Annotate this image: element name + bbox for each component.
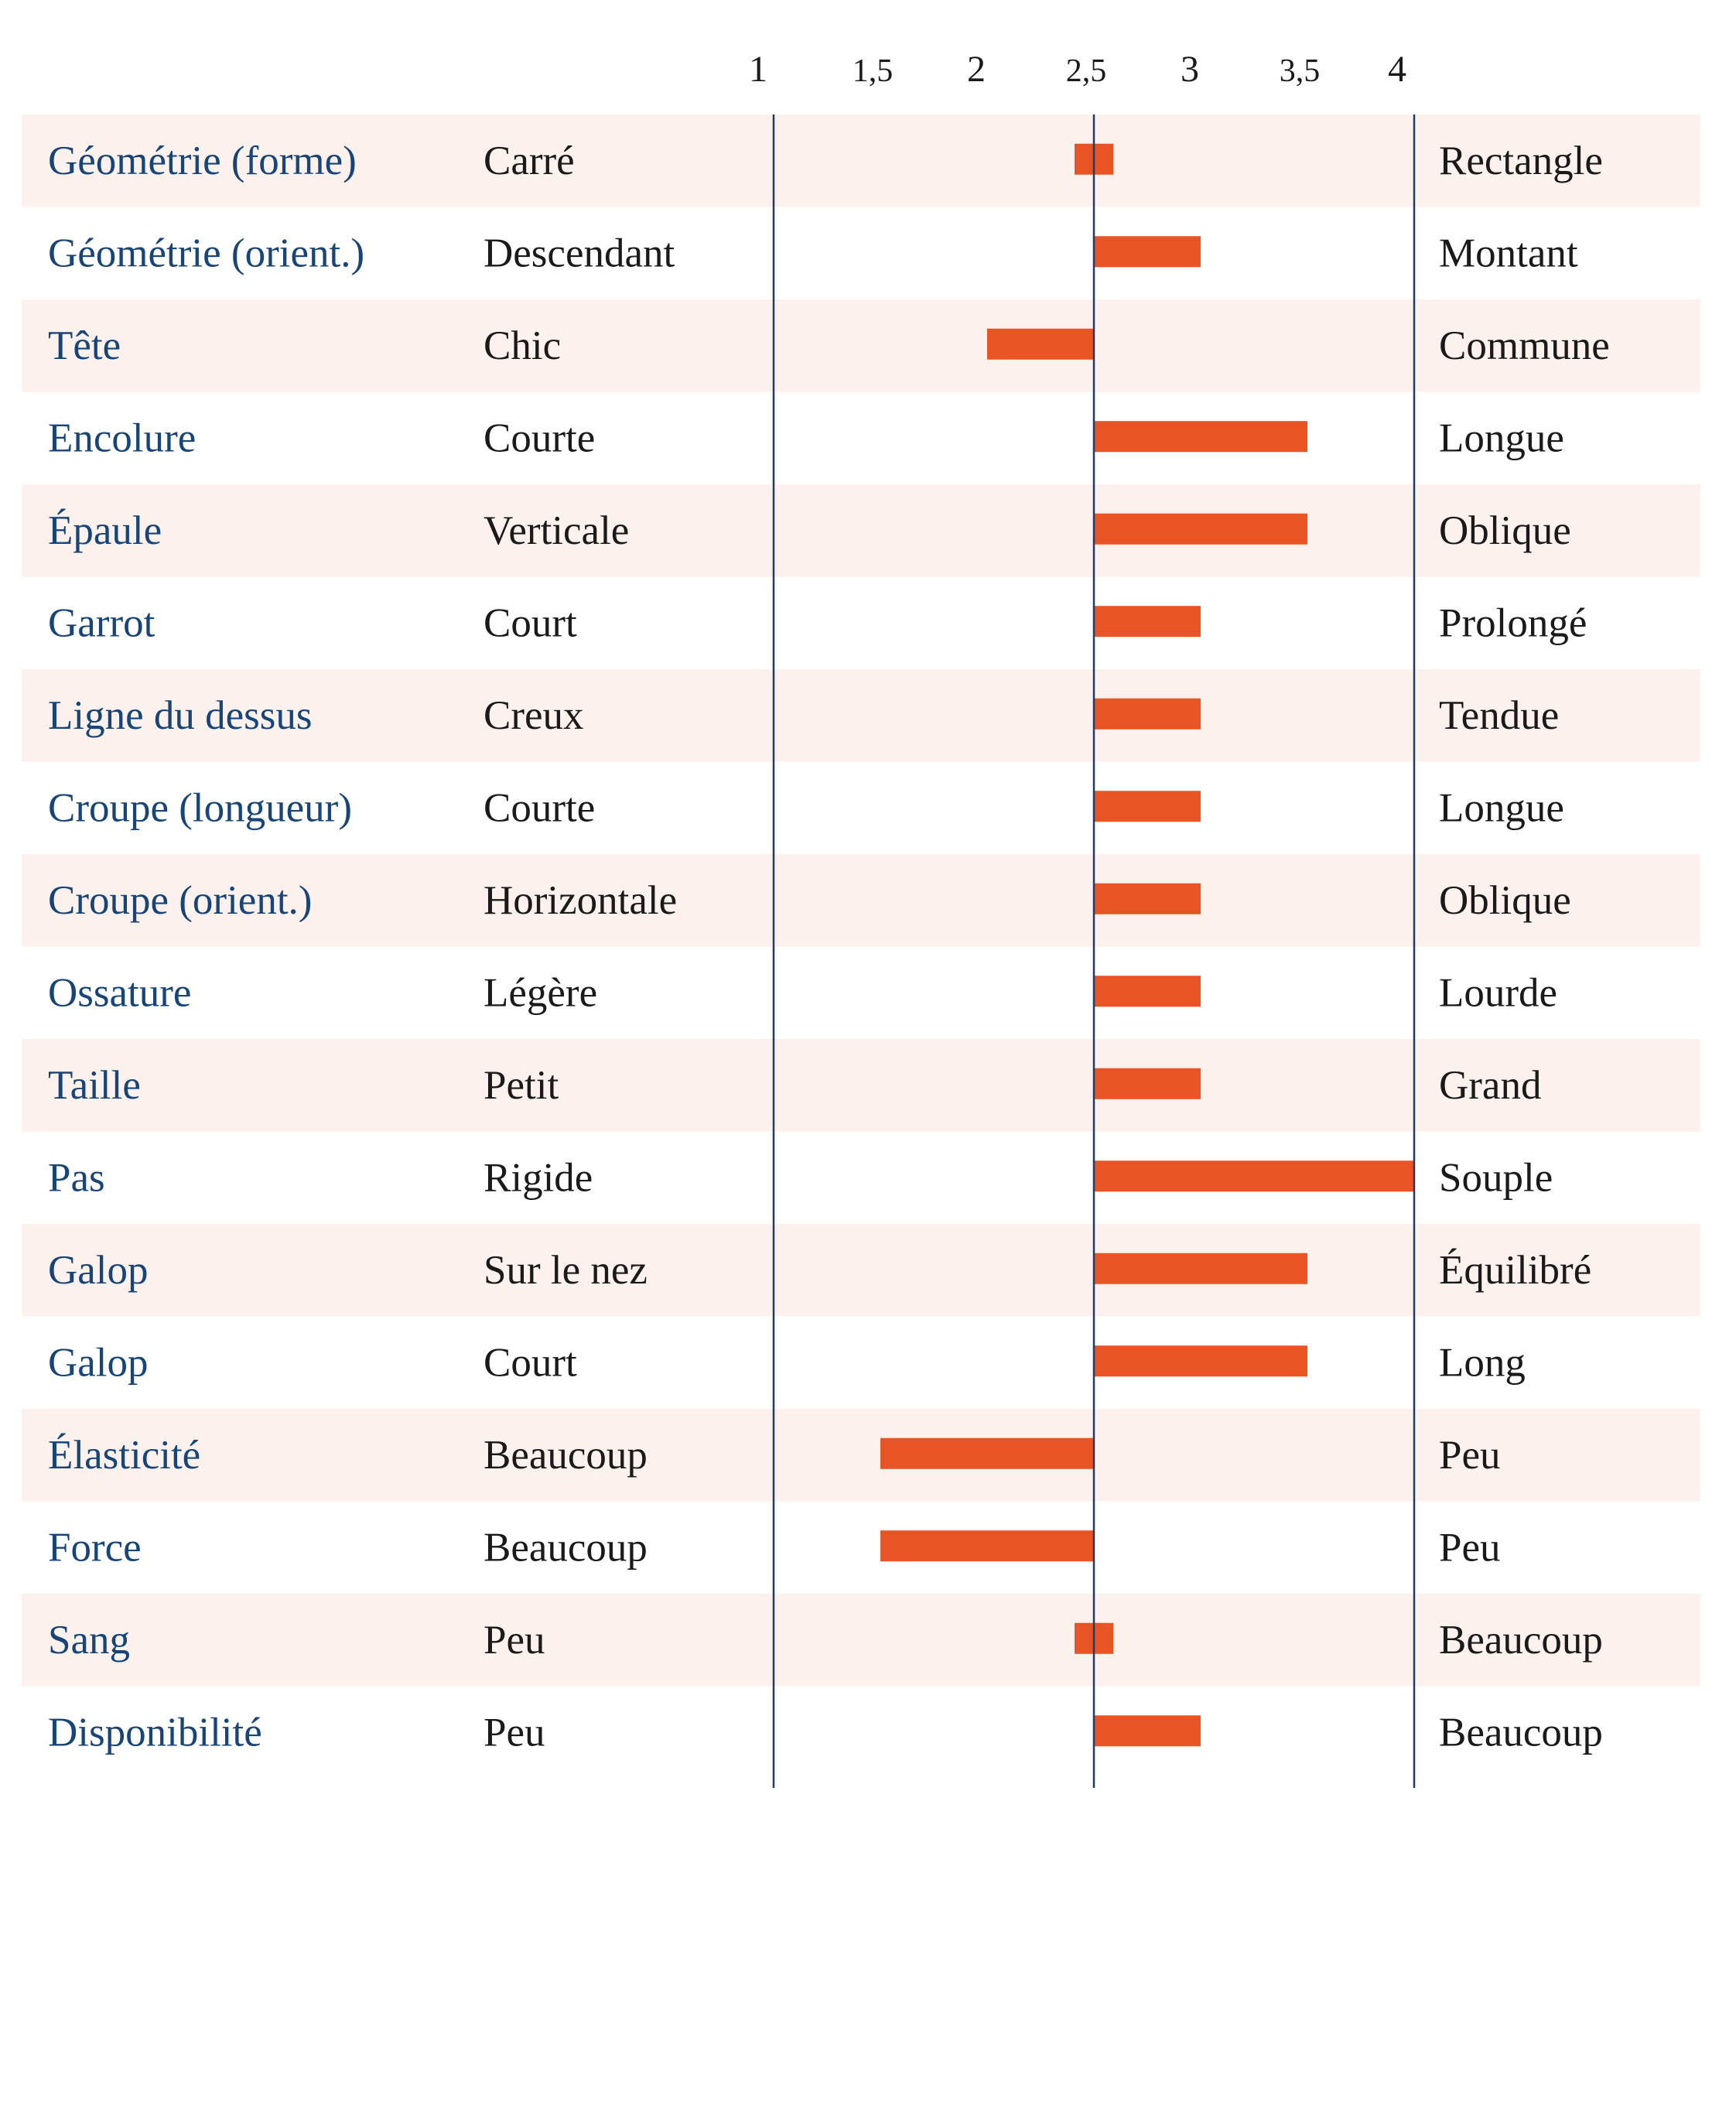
left-pole-label: Creux [484,693,584,738]
value-bar [1094,883,1201,914]
trait-label: Galop [48,1248,149,1293]
row-stripe [22,484,1700,577]
row-stripe [22,299,1700,392]
trait-label: Garrot [48,600,155,645]
right-pole-label: Longue [1439,785,1564,830]
right-pole-label: Longue [1439,415,1564,460]
right-pole-label: Beaucoup [1439,1618,1603,1663]
trait-label: Galop [48,1340,149,1385]
x-tick-label: 3,5 [1280,53,1321,89]
right-pole-label: Montant [1439,231,1578,275]
right-pole-label: Oblique [1439,878,1571,923]
trait-label: Tête [48,323,121,368]
x-tick-label: 2 [967,49,986,90]
row-stripe [22,854,1700,947]
value-bar [987,328,1094,360]
left-pole-label: Peu [484,1710,545,1755]
right-pole-label: Prolongé [1439,600,1587,645]
right-pole-label: Long [1439,1340,1526,1385]
value-bars [880,143,1414,1747]
value-bar [1094,698,1201,730]
x-tick-label: 1 [749,49,767,90]
right-pole-label: Rectangle [1439,138,1603,183]
x-tick-label: 1,5 [853,53,894,89]
value-bar [1094,791,1201,822]
x-tick-label: 3 [1181,49,1199,90]
value-bar [1094,236,1201,268]
row-stripe [22,1594,1700,1687]
row-stripe [22,1224,1700,1317]
row-stripe [22,114,1700,207]
left-pole-label: Chic [484,323,561,368]
x-tick-label: 4 [1388,49,1406,90]
left-pole-label: Carré [484,138,575,183]
value-bar [1094,1715,1201,1747]
value-bar [1094,513,1307,545]
left-pole-label: Sur le nez [484,1248,648,1293]
left-pole-label: Petit [484,1063,559,1108]
trait-label: Géométrie (orient.) [48,231,364,275]
left-pole-label: Descendant [484,231,675,275]
right-pole-label: Équilibré [1439,1248,1591,1293]
value-bar [1094,1068,1201,1099]
trait-label: Élasticité [48,1433,200,1478]
trait-label: Épaule [48,508,162,553]
right-pole-label: Peu [1439,1525,1501,1570]
right-pole-label: Tendue [1439,693,1559,738]
right-pole-label: Lourde [1439,970,1557,1015]
right-pole-label: Grand [1439,1063,1541,1108]
trait-label: Ossature [48,970,191,1015]
axis-lines [772,114,1416,1788]
left-pole-label: Peu [484,1618,545,1663]
value-bar [1094,421,1307,453]
trait-label: Force [48,1525,142,1570]
trait-label: Encolure [48,415,196,460]
trait-label: Croupe (longueur) [48,785,352,830]
trait-label: Sang [48,1618,130,1663]
value-bar [1094,606,1201,637]
left-pole-label: Légère [484,970,597,1015]
trait-label: Croupe (orient.) [48,878,312,923]
trait-label: Taille [48,1063,141,1108]
right-pole-label: Beaucoup [1439,1710,1603,1755]
left-pole-label: Beaucoup [484,1525,648,1570]
row-stripes [22,114,1700,1687]
value-bar [1094,976,1201,1007]
left-pole-label: Courte [484,785,595,830]
row-labels: Géométrie (forme) Carré Rectangle Géométrie… [48,138,1610,1755]
left-pole-label: Court [484,1340,577,1385]
left-pole-label: Verticale [484,508,629,553]
value-bar [880,1530,1094,1562]
x-tick-labels: 1 1,5 2 2,5 3 3,5 4 [749,49,1406,90]
trait-label: Ligne du dessus [48,693,313,738]
right-pole-label: Souple [1439,1155,1553,1200]
row-stripe [22,1409,1700,1502]
trait-label: Géométrie (forme) [48,138,357,183]
x-tick-label: 2,5 [1066,53,1107,89]
trait-label: Pas [48,1155,105,1200]
left-pole-label: Courte [484,415,595,460]
right-pole-label: Peu [1439,1433,1501,1478]
row-stripe [22,669,1700,762]
value-bar [1094,1160,1414,1192]
right-pole-label: Commune [1439,323,1610,368]
value-bar [1094,1345,1307,1377]
right-pole-label: Oblique [1439,508,1571,553]
row-stripe [22,1039,1700,1132]
trait-label: Disponibilité [48,1710,262,1755]
left-pole-label: Horizontale [484,878,677,923]
value-bar [880,1437,1094,1469]
left-pole-label: Court [484,600,577,645]
value-bar [1094,1253,1307,1284]
left-pole-label: Rigide [484,1155,593,1200]
left-pole-label: Beaucoup [484,1433,648,1478]
